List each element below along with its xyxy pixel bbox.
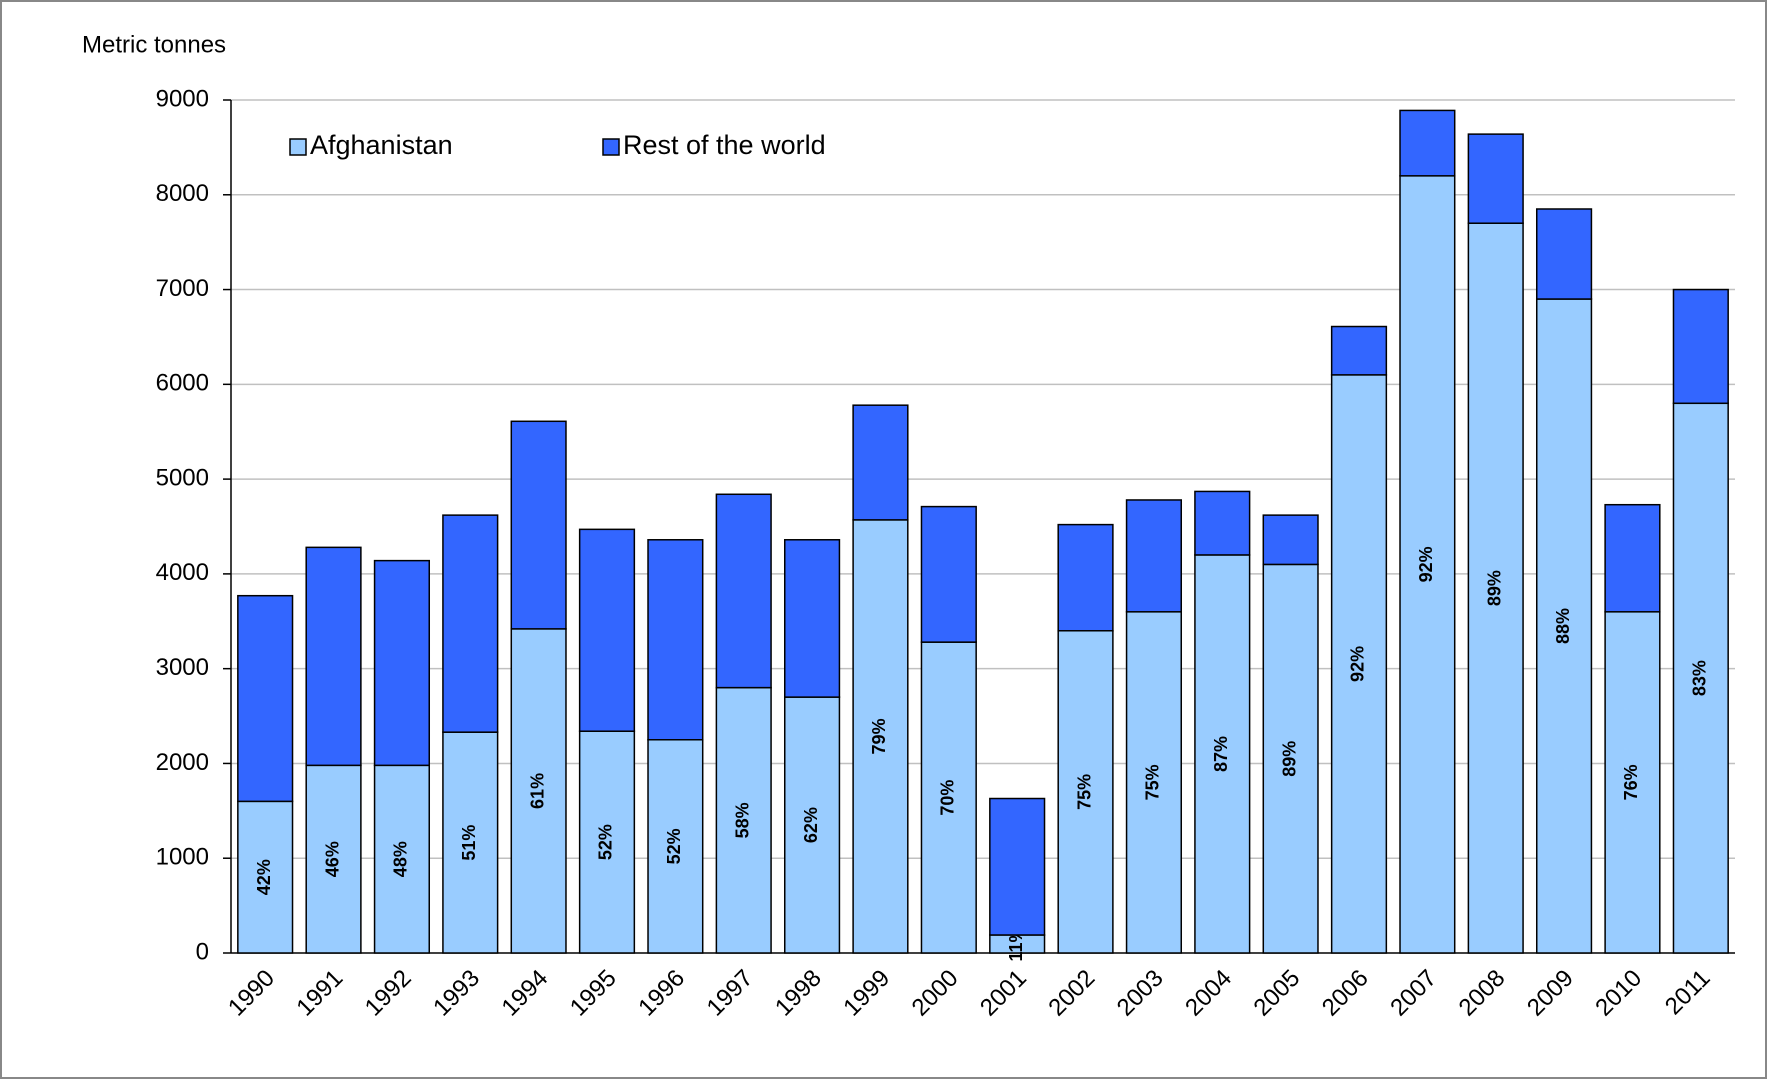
bar-segment [373,559,431,767]
bar-segment [1399,109,1456,177]
bar-segment [1262,514,1319,566]
data-label: 42% [254,859,274,895]
bar-segment [989,797,1046,936]
data-label: 48% [391,841,411,877]
x-tick-label: 1995 [565,965,622,1022]
x-tick-label: 1998 [770,965,827,1022]
x-tick-label: 1994 [497,965,554,1022]
data-label: 89% [1279,741,1299,777]
x-tick-label: 2001 [975,965,1032,1022]
bar-segment [305,546,362,767]
bar-segment [852,404,909,521]
y-tick-label: 4000 [156,559,209,586]
bar-segment [1125,611,1183,954]
bar-segment [1194,490,1251,556]
bar-segment [373,764,431,954]
bar-segment [1125,499,1183,613]
bar-segment [1604,611,1661,954]
bar-segment [578,730,636,954]
data-label: 52% [664,828,684,864]
data-label: 61% [527,773,547,809]
data-label: 92% [1348,646,1368,682]
bar-segment [237,594,294,803]
y-tick-label: 7000 [156,275,209,302]
x-tick-label: 1991 [291,965,348,1022]
y-tick-label: 6000 [156,370,209,397]
bar-segment [1672,288,1729,405]
x-tick-label: 1996 [633,965,690,1022]
x-tick-label: 2003 [1112,965,1169,1022]
data-label: 89% [1484,570,1504,606]
data-label: 76% [1621,764,1641,800]
y-tick-label: 9000 [156,85,209,112]
bar-segment [783,539,841,698]
data-label: 52% [596,824,616,860]
y-axis-label: Metric tonnes [82,31,226,58]
x-tick-label: 1992 [360,965,417,1022]
x-tick-label: 2010 [1590,965,1647,1022]
x-tick-label: 2000 [907,965,964,1022]
bar-segment [1330,374,1388,954]
y-tick-label: 3000 [156,654,209,681]
bar-segment [647,739,704,954]
data-label: 75% [1143,764,1163,800]
bar-segment [442,514,499,733]
bar-segment [852,519,909,954]
bar-segment [510,628,567,954]
bar-segment [1057,630,1114,954]
data-label: 62% [801,807,821,843]
data-label: 83% [1690,660,1710,696]
data-label: 51% [459,825,479,861]
bar-segment [1535,208,1593,300]
bar-segment [647,539,704,741]
legend-swatch [289,138,307,156]
bar-segment [920,641,977,954]
legend-label: Rest of the world [623,130,826,160]
data-label: 75% [1074,774,1094,810]
bar-segment [1057,523,1114,632]
x-tick-label: 2002 [1043,965,1100,1022]
legend-swatch [602,138,620,156]
bar-segment [442,731,499,954]
x-tick-label: 2011 [1660,965,1716,1021]
y-tick-label: 5000 [156,464,209,491]
bar-segment [578,528,636,732]
bar-segment [510,420,567,630]
x-tick-label: 2009 [1522,965,1579,1022]
x-tick-label: 1990 [223,965,280,1022]
y-tick-label: 0 [196,938,209,965]
y-tick-label: 8000 [156,180,209,207]
bar-segment [1262,563,1319,954]
bar-segment [715,493,772,689]
bar-segment [1604,503,1661,613]
x-tick-label: 2008 [1454,965,1511,1022]
x-tick-label: 1997 [702,965,759,1022]
x-tick-label: 1993 [428,965,485,1022]
bar-segment [1194,554,1251,954]
data-label: 79% [869,718,889,754]
y-tick-label: 1000 [156,844,209,871]
y-tick-label: 2000 [156,749,209,776]
bar-segment [1672,402,1729,954]
data-label: 88% [1553,608,1573,644]
data-label: 87% [1211,736,1231,772]
bar-segment [715,686,772,954]
legend-label: Afghanistan [310,130,453,160]
data-label: 58% [732,802,752,838]
bar-segment [1330,325,1388,376]
data-label: 46% [322,841,342,877]
x-tick-label: 2005 [1249,965,1306,1022]
bar-segment [1467,133,1524,224]
x-tick-label: 1999 [838,965,895,1022]
x-tick-label: 2006 [1317,965,1374,1022]
x-tick-label: 2004 [1180,965,1237,1022]
data-label: 92% [1416,546,1436,582]
bar-segment [783,696,841,954]
x-tick-label: 2007 [1385,965,1442,1022]
bar-segment [1399,175,1456,954]
data-label: 70% [938,780,958,816]
bar-segment [920,505,977,643]
